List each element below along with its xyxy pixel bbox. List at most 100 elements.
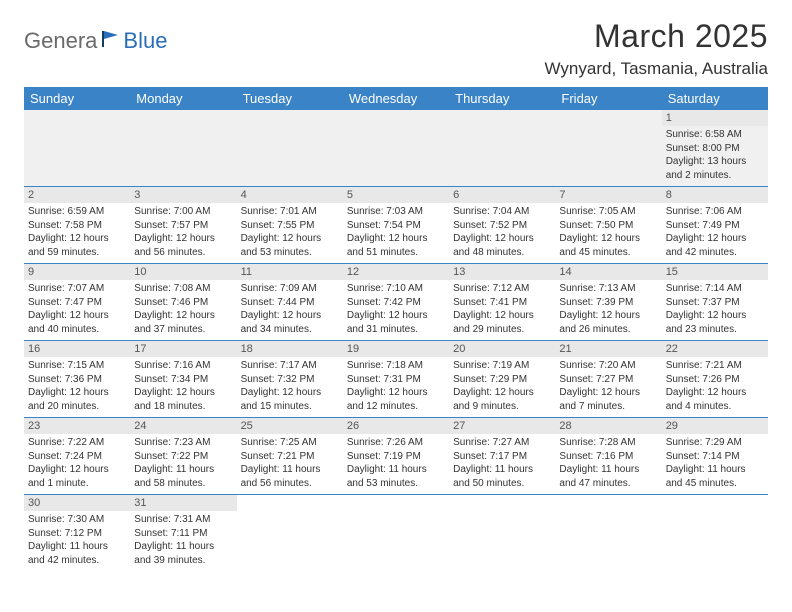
day-details: Sunrise: 6:58 AMSunset: 8:00 PMDaylight:… [662, 126, 768, 186]
day-number: 5 [343, 187, 449, 203]
calendar-cell: 6Sunrise: 7:04 AMSunset: 7:52 PMDaylight… [449, 187, 555, 264]
sunrise-text: Sunrise: 7:29 AM [666, 436, 764, 450]
day-details: Sunrise: 7:04 AMSunset: 7:52 PMDaylight:… [449, 203, 555, 263]
daylight-text: Daylight: 12 hours and 29 minutes. [453, 309, 551, 336]
sunrise-text: Sunrise: 7:09 AM [241, 282, 339, 296]
day-details: Sunrise: 7:17 AMSunset: 7:32 PMDaylight:… [237, 357, 343, 417]
day-details: Sunrise: 7:01 AMSunset: 7:55 PMDaylight:… [237, 203, 343, 263]
day-number: 4 [237, 187, 343, 203]
day-details: Sunrise: 7:18 AMSunset: 7:31 PMDaylight:… [343, 357, 449, 417]
calendar-cell: 22Sunrise: 7:21 AMSunset: 7:26 PMDayligh… [662, 341, 768, 418]
daylight-text: Daylight: 12 hours and 9 minutes. [453, 386, 551, 413]
sunset-text: Sunset: 7:42 PM [347, 296, 445, 310]
sunrise-text: Sunrise: 7:27 AM [453, 436, 551, 450]
calendar-cell: 18Sunrise: 7:17 AMSunset: 7:32 PMDayligh… [237, 341, 343, 418]
day-number: 6 [449, 187, 555, 203]
daylight-text: Daylight: 11 hours and 56 minutes. [241, 463, 339, 490]
day-details: Sunrise: 7:26 AMSunset: 7:19 PMDaylight:… [343, 434, 449, 494]
sunset-text: Sunset: 7:49 PM [666, 219, 764, 233]
sunrise-text: Sunrise: 7:16 AM [134, 359, 232, 373]
calendar-cell: 21Sunrise: 7:20 AMSunset: 7:27 PMDayligh… [555, 341, 661, 418]
sunrise-text: Sunrise: 7:15 AM [28, 359, 126, 373]
day-details: Sunrise: 7:07 AMSunset: 7:47 PMDaylight:… [24, 280, 130, 340]
sunrise-text: Sunrise: 7:14 AM [666, 282, 764, 296]
day-number: 12 [343, 264, 449, 280]
daylight-text: Daylight: 13 hours and 2 minutes. [666, 155, 764, 182]
daylight-text: Daylight: 12 hours and 18 minutes. [134, 386, 232, 413]
sunrise-text: Sunrise: 7:03 AM [347, 205, 445, 219]
sunset-text: Sunset: 7:17 PM [453, 450, 551, 464]
sunrise-text: Sunrise: 7:25 AM [241, 436, 339, 450]
day-details: Sunrise: 7:16 AMSunset: 7:34 PMDaylight:… [130, 357, 236, 417]
daylight-text: Daylight: 11 hours and 47 minutes. [559, 463, 657, 490]
sunset-text: Sunset: 7:44 PM [241, 296, 339, 310]
logo: Genera Blue [24, 28, 167, 54]
day-number: 23 [24, 418, 130, 434]
daylight-text: Daylight: 12 hours and 45 minutes. [559, 232, 657, 259]
weekday-header: Sunday [24, 87, 130, 110]
sunrise-text: Sunrise: 7:00 AM [134, 205, 232, 219]
day-details: Sunrise: 7:20 AMSunset: 7:27 PMDaylight:… [555, 357, 661, 417]
calendar-cell: 4Sunrise: 7:01 AMSunset: 7:55 PMDaylight… [237, 187, 343, 264]
calendar-cell: 16Sunrise: 7:15 AMSunset: 7:36 PMDayligh… [24, 341, 130, 418]
calendar-body: 1Sunrise: 6:58 AMSunset: 8:00 PMDaylight… [24, 110, 768, 571]
day-number: 14 [555, 264, 661, 280]
day-details: Sunrise: 7:06 AMSunset: 7:49 PMDaylight:… [662, 203, 768, 263]
sunset-text: Sunset: 7:19 PM [347, 450, 445, 464]
sunset-text: Sunset: 7:32 PM [241, 373, 339, 387]
weekday-header: Thursday [449, 87, 555, 110]
day-number: 7 [555, 187, 661, 203]
sunset-text: Sunset: 7:37 PM [666, 296, 764, 310]
sunrise-text: Sunrise: 6:58 AM [666, 128, 764, 142]
sunset-text: Sunset: 7:57 PM [134, 219, 232, 233]
calendar-cell: 30Sunrise: 7:30 AMSunset: 7:12 PMDayligh… [24, 495, 130, 572]
calendar-cell [555, 495, 661, 572]
day-details: Sunrise: 7:27 AMSunset: 7:17 PMDaylight:… [449, 434, 555, 494]
calendar-cell [662, 495, 768, 572]
day-details: Sunrise: 7:22 AMSunset: 7:24 PMDaylight:… [24, 434, 130, 494]
sunset-text: Sunset: 7:12 PM [28, 527, 126, 541]
sunset-text: Sunset: 7:29 PM [453, 373, 551, 387]
day-details: Sunrise: 7:00 AMSunset: 7:57 PMDaylight:… [130, 203, 236, 263]
sunset-text: Sunset: 7:22 PM [134, 450, 232, 464]
calendar-cell: 19Sunrise: 7:18 AMSunset: 7:31 PMDayligh… [343, 341, 449, 418]
sunrise-text: Sunrise: 7:10 AM [347, 282, 445, 296]
daylight-text: Daylight: 11 hours and 58 minutes. [134, 463, 232, 490]
sunset-text: Sunset: 7:39 PM [559, 296, 657, 310]
logo-text-blue: Blue [123, 28, 167, 54]
sunrise-text: Sunrise: 7:19 AM [453, 359, 551, 373]
sunrise-text: Sunrise: 7:13 AM [559, 282, 657, 296]
daylight-text: Daylight: 12 hours and 31 minutes. [347, 309, 445, 336]
day-number: 10 [130, 264, 236, 280]
calendar-cell: 3Sunrise: 7:00 AMSunset: 7:57 PMDaylight… [130, 187, 236, 264]
day-details: Sunrise: 7:13 AMSunset: 7:39 PMDaylight:… [555, 280, 661, 340]
sunset-text: Sunset: 7:46 PM [134, 296, 232, 310]
day-number: 30 [24, 495, 130, 511]
day-details: Sunrise: 7:03 AMSunset: 7:54 PMDaylight:… [343, 203, 449, 263]
calendar-cell: 2Sunrise: 6:59 AMSunset: 7:58 PMDaylight… [24, 187, 130, 264]
sunrise-text: Sunrise: 7:31 AM [134, 513, 232, 527]
daylight-text: Daylight: 12 hours and 7 minutes. [559, 386, 657, 413]
sunset-text: Sunset: 7:27 PM [559, 373, 657, 387]
day-number: 2 [24, 187, 130, 203]
daylight-text: Daylight: 12 hours and 34 minutes. [241, 309, 339, 336]
day-details: Sunrise: 7:19 AMSunset: 7:29 PMDaylight:… [449, 357, 555, 417]
day-details: Sunrise: 7:25 AMSunset: 7:21 PMDaylight:… [237, 434, 343, 494]
sunrise-text: Sunrise: 6:59 AM [28, 205, 126, 219]
calendar-row: 16Sunrise: 7:15 AMSunset: 7:36 PMDayligh… [24, 341, 768, 418]
day-number: 11 [237, 264, 343, 280]
page-title: March 2025 [545, 18, 768, 55]
day-number: 9 [24, 264, 130, 280]
daylight-text: Daylight: 11 hours and 50 minutes. [453, 463, 551, 490]
flag-icon [100, 29, 120, 54]
day-details: Sunrise: 7:14 AMSunset: 7:37 PMDaylight:… [662, 280, 768, 340]
daylight-text: Daylight: 12 hours and 12 minutes. [347, 386, 445, 413]
calendar-row: 2Sunrise: 6:59 AMSunset: 7:58 PMDaylight… [24, 187, 768, 264]
daylight-text: Daylight: 12 hours and 42 minutes. [666, 232, 764, 259]
day-number: 24 [130, 418, 236, 434]
sunrise-text: Sunrise: 7:08 AM [134, 282, 232, 296]
day-number: 31 [130, 495, 236, 511]
calendar-cell: 17Sunrise: 7:16 AMSunset: 7:34 PMDayligh… [130, 341, 236, 418]
day-details: Sunrise: 7:05 AMSunset: 7:50 PMDaylight:… [555, 203, 661, 263]
calendar-row: 1Sunrise: 6:58 AMSunset: 8:00 PMDaylight… [24, 110, 768, 187]
